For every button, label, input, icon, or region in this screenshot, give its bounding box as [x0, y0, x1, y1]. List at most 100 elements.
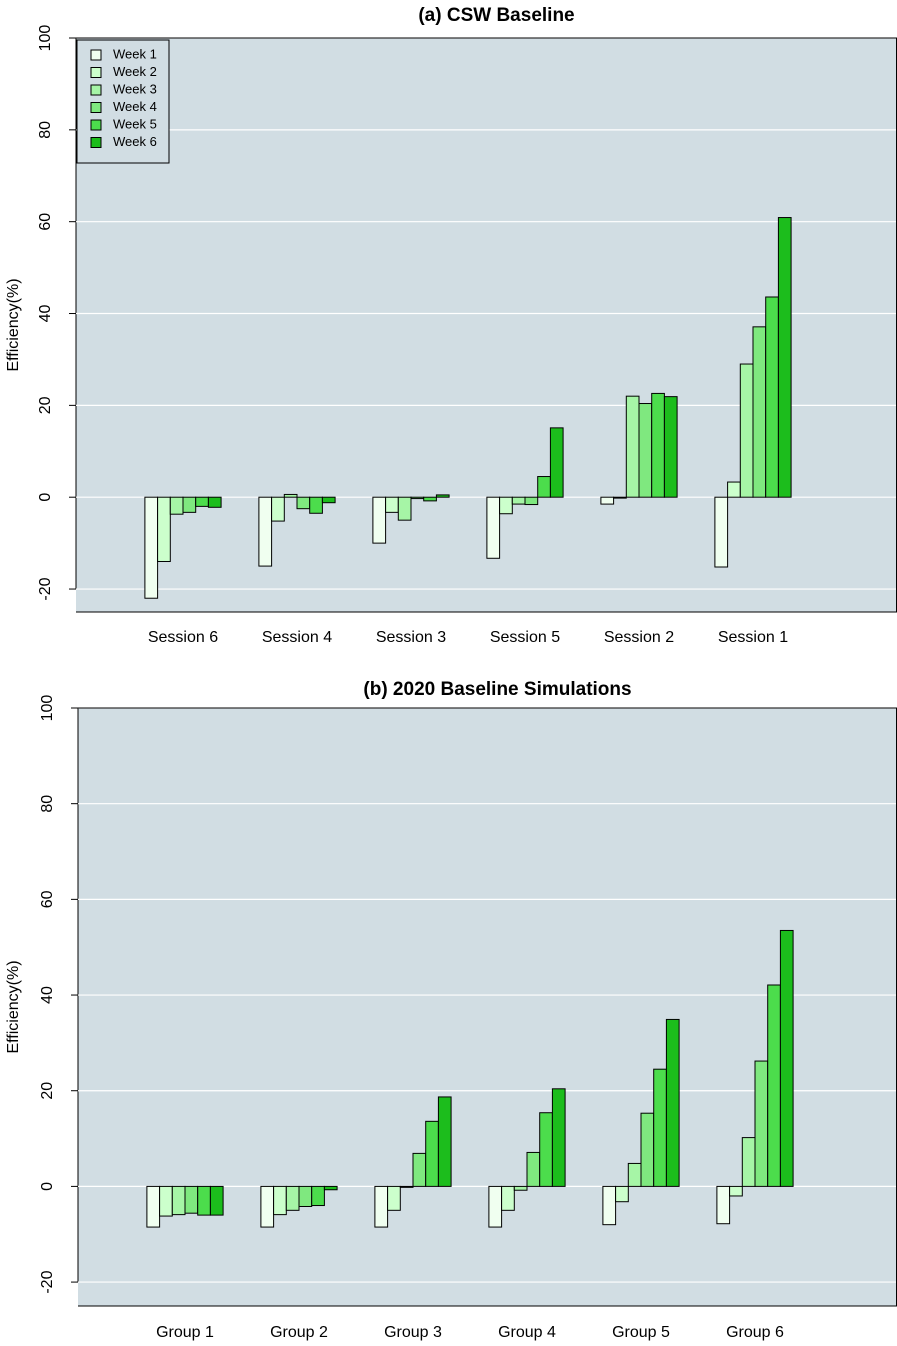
x-tick-label: Group 5 [612, 1324, 670, 1341]
bar [435, 494, 450, 498]
bar [169, 496, 184, 515]
y-tick-label: 40 [37, 305, 54, 323]
bar [207, 496, 222, 508]
bar [372, 496, 387, 544]
y-tick-label: 60 [37, 213, 54, 231]
bar [524, 496, 539, 506]
bar [777, 217, 792, 498]
x-tick-label: Group 3 [384, 1324, 442, 1341]
bar [309, 496, 323, 514]
x-tick-label: Group 6 [726, 1324, 784, 1341]
bar [638, 403, 653, 498]
bar [298, 1185, 313, 1207]
x-tick-label: Session 2 [604, 629, 674, 646]
legend-label: Week 3 [113, 81, 157, 96]
legend-label: Week 2 [113, 64, 157, 79]
legend-label: Week 5 [113, 116, 157, 131]
y-tick-label: 100 [37, 25, 54, 52]
bar [627, 1162, 642, 1187]
bar [397, 496, 412, 521]
bar [714, 496, 729, 568]
legend-label: Week 4 [113, 99, 157, 114]
bar [271, 496, 285, 522]
bar [727, 481, 741, 498]
y-tick-label: 40 [39, 986, 56, 1004]
y-tick-label: 0 [39, 1182, 56, 1191]
bar [412, 1152, 427, 1187]
bar [754, 1060, 769, 1187]
y-tick-label: -20 [39, 1270, 56, 1293]
bar [613, 496, 627, 499]
x-tick-label: Session 4 [262, 629, 332, 646]
bar [410, 496, 425, 500]
bar [526, 1151, 541, 1187]
bar [779, 929, 794, 1187]
legend-swatch [90, 137, 102, 148]
bar [653, 1068, 667, 1187]
bar [665, 1018, 680, 1187]
bar [184, 1185, 199, 1214]
bar [739, 363, 754, 498]
bar [423, 496, 437, 502]
x-tick-label: Session 1 [718, 629, 788, 646]
bar [283, 493, 298, 498]
bar [625, 395, 640, 498]
bar [752, 326, 767, 498]
y-tick-label: 0 [37, 493, 54, 502]
bar [729, 1185, 743, 1197]
bar [209, 1185, 224, 1216]
bar [539, 1112, 553, 1187]
legend-swatch [90, 49, 102, 61]
bar [511, 496, 526, 505]
bar [387, 1185, 401, 1211]
bar [321, 496, 336, 504]
bar [157, 496, 171, 562]
bar [741, 1137, 756, 1187]
bar [537, 476, 551, 498]
legend-swatch [90, 119, 102, 131]
bar [513, 1185, 528, 1191]
y-tick-label: 80 [39, 795, 56, 813]
bar [551, 1088, 566, 1187]
bar [767, 984, 781, 1187]
bar [258, 496, 273, 567]
bar [195, 496, 209, 507]
bar [499, 496, 513, 515]
bar [296, 496, 311, 510]
legend-swatch [90, 102, 102, 113]
bar [765, 296, 779, 498]
bar [501, 1185, 515, 1211]
legend-swatch [90, 67, 102, 78]
y-tick-label: 100 [39, 695, 56, 722]
bar [600, 496, 615, 505]
bar [144, 496, 159, 599]
legend-swatch [90, 84, 102, 96]
y-tick-label: -20 [37, 577, 54, 600]
bar [197, 1185, 211, 1216]
legend-label: Week 6 [113, 134, 157, 149]
x-tick-label: Group 1 [156, 1324, 214, 1341]
bar [273, 1185, 287, 1216]
y-tick-label: 80 [37, 121, 54, 139]
bar [488, 1185, 503, 1228]
x-tick-label: Session 5 [490, 629, 560, 646]
legend-label: Week 1 [113, 46, 157, 61]
y-tick-label: 60 [39, 890, 56, 908]
y-tick-label: 20 [39, 1082, 56, 1100]
y-axis-label: Efficiency(%) [5, 960, 22, 1053]
x-tick-label: Session 3 [376, 629, 446, 646]
bar [615, 1185, 629, 1203]
x-tick-label: Group 2 [270, 1324, 328, 1341]
bar [663, 396, 678, 498]
bar [640, 1112, 655, 1187]
y-tick-label: 20 [37, 396, 54, 414]
bar [182, 496, 197, 513]
bar [651, 392, 665, 498]
bar [159, 1185, 173, 1217]
bar [399, 1185, 414, 1188]
bar [171, 1185, 186, 1216]
chart-title: (a) CSW Baseline [418, 5, 574, 26]
bar [486, 496, 501, 559]
bar [716, 1185, 731, 1225]
